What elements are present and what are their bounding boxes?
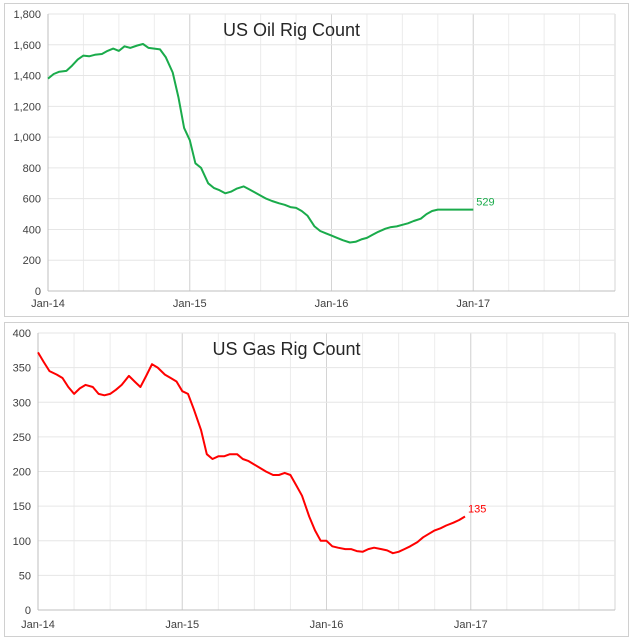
series-line bbox=[47, 43, 474, 244]
y-tick-label: 0 bbox=[35, 286, 41, 298]
y-tick-label: 200 bbox=[23, 255, 41, 267]
y-tick-label: 800 bbox=[23, 163, 41, 175]
end-value-label: 529 bbox=[476, 197, 494, 209]
y-tick-label: 1,400 bbox=[13, 71, 41, 83]
chart-title: US Gas Rig Count bbox=[212, 339, 360, 359]
y-tick-label: 0 bbox=[25, 605, 31, 617]
y-tick-label: 50 bbox=[19, 570, 31, 582]
x-tick-label: Jan-14 bbox=[31, 298, 65, 310]
x-tick-label: Jan-15 bbox=[165, 619, 199, 631]
gas-rig-chart-panel: 0 50 100 150 200 250 300 350 400 Jan-14 Jan-15 Jan-… bbox=[4, 322, 629, 637]
x-tick-label: Jan-16 bbox=[315, 298, 349, 310]
series-line bbox=[37, 351, 466, 555]
y-tick-label: 350 bbox=[13, 363, 31, 375]
x-tick-label: Jan-14 bbox=[21, 619, 55, 631]
y-tick-label: 100 bbox=[13, 536, 31, 548]
y-tick-label: 1,200 bbox=[13, 101, 41, 113]
y-tick-label: 250 bbox=[13, 432, 31, 444]
gas-rig-chart: 0 50 100 150 200 250 300 350 400 Jan-14 Jan-15 Jan-… bbox=[13, 328, 616, 631]
y-tick-label: 1,000 bbox=[13, 132, 41, 144]
y-tick-label: 1,600 bbox=[13, 40, 41, 52]
x-tick-label: Jan-17 bbox=[456, 298, 490, 310]
y-tick-label: 150 bbox=[13, 501, 31, 513]
y-tick-label: 400 bbox=[23, 224, 41, 236]
oil-rig-chart-panel: 0 200 400 600 800 1,000 1,200 1,400 1,600 1,800 Ja… bbox=[4, 3, 629, 317]
x-tick-label: Jan-15 bbox=[173, 298, 207, 310]
x-tick-label: Jan-17 bbox=[454, 619, 488, 631]
y-tick-label: 600 bbox=[23, 194, 41, 206]
oil-rig-chart: 0 200 400 600 800 1,000 1,200 1,400 1,600 1,800 Ja… bbox=[13, 9, 616, 310]
end-value-label: 135 bbox=[468, 504, 486, 516]
y-tick-label: 200 bbox=[13, 467, 31, 479]
y-tick-label: 300 bbox=[13, 397, 31, 409]
x-tick-label: Jan-16 bbox=[310, 619, 344, 631]
y-tick-label: 1,800 bbox=[13, 9, 41, 21]
y-tick-label: 400 bbox=[13, 328, 31, 340]
chart-title: US Oil Rig Count bbox=[223, 20, 360, 40]
